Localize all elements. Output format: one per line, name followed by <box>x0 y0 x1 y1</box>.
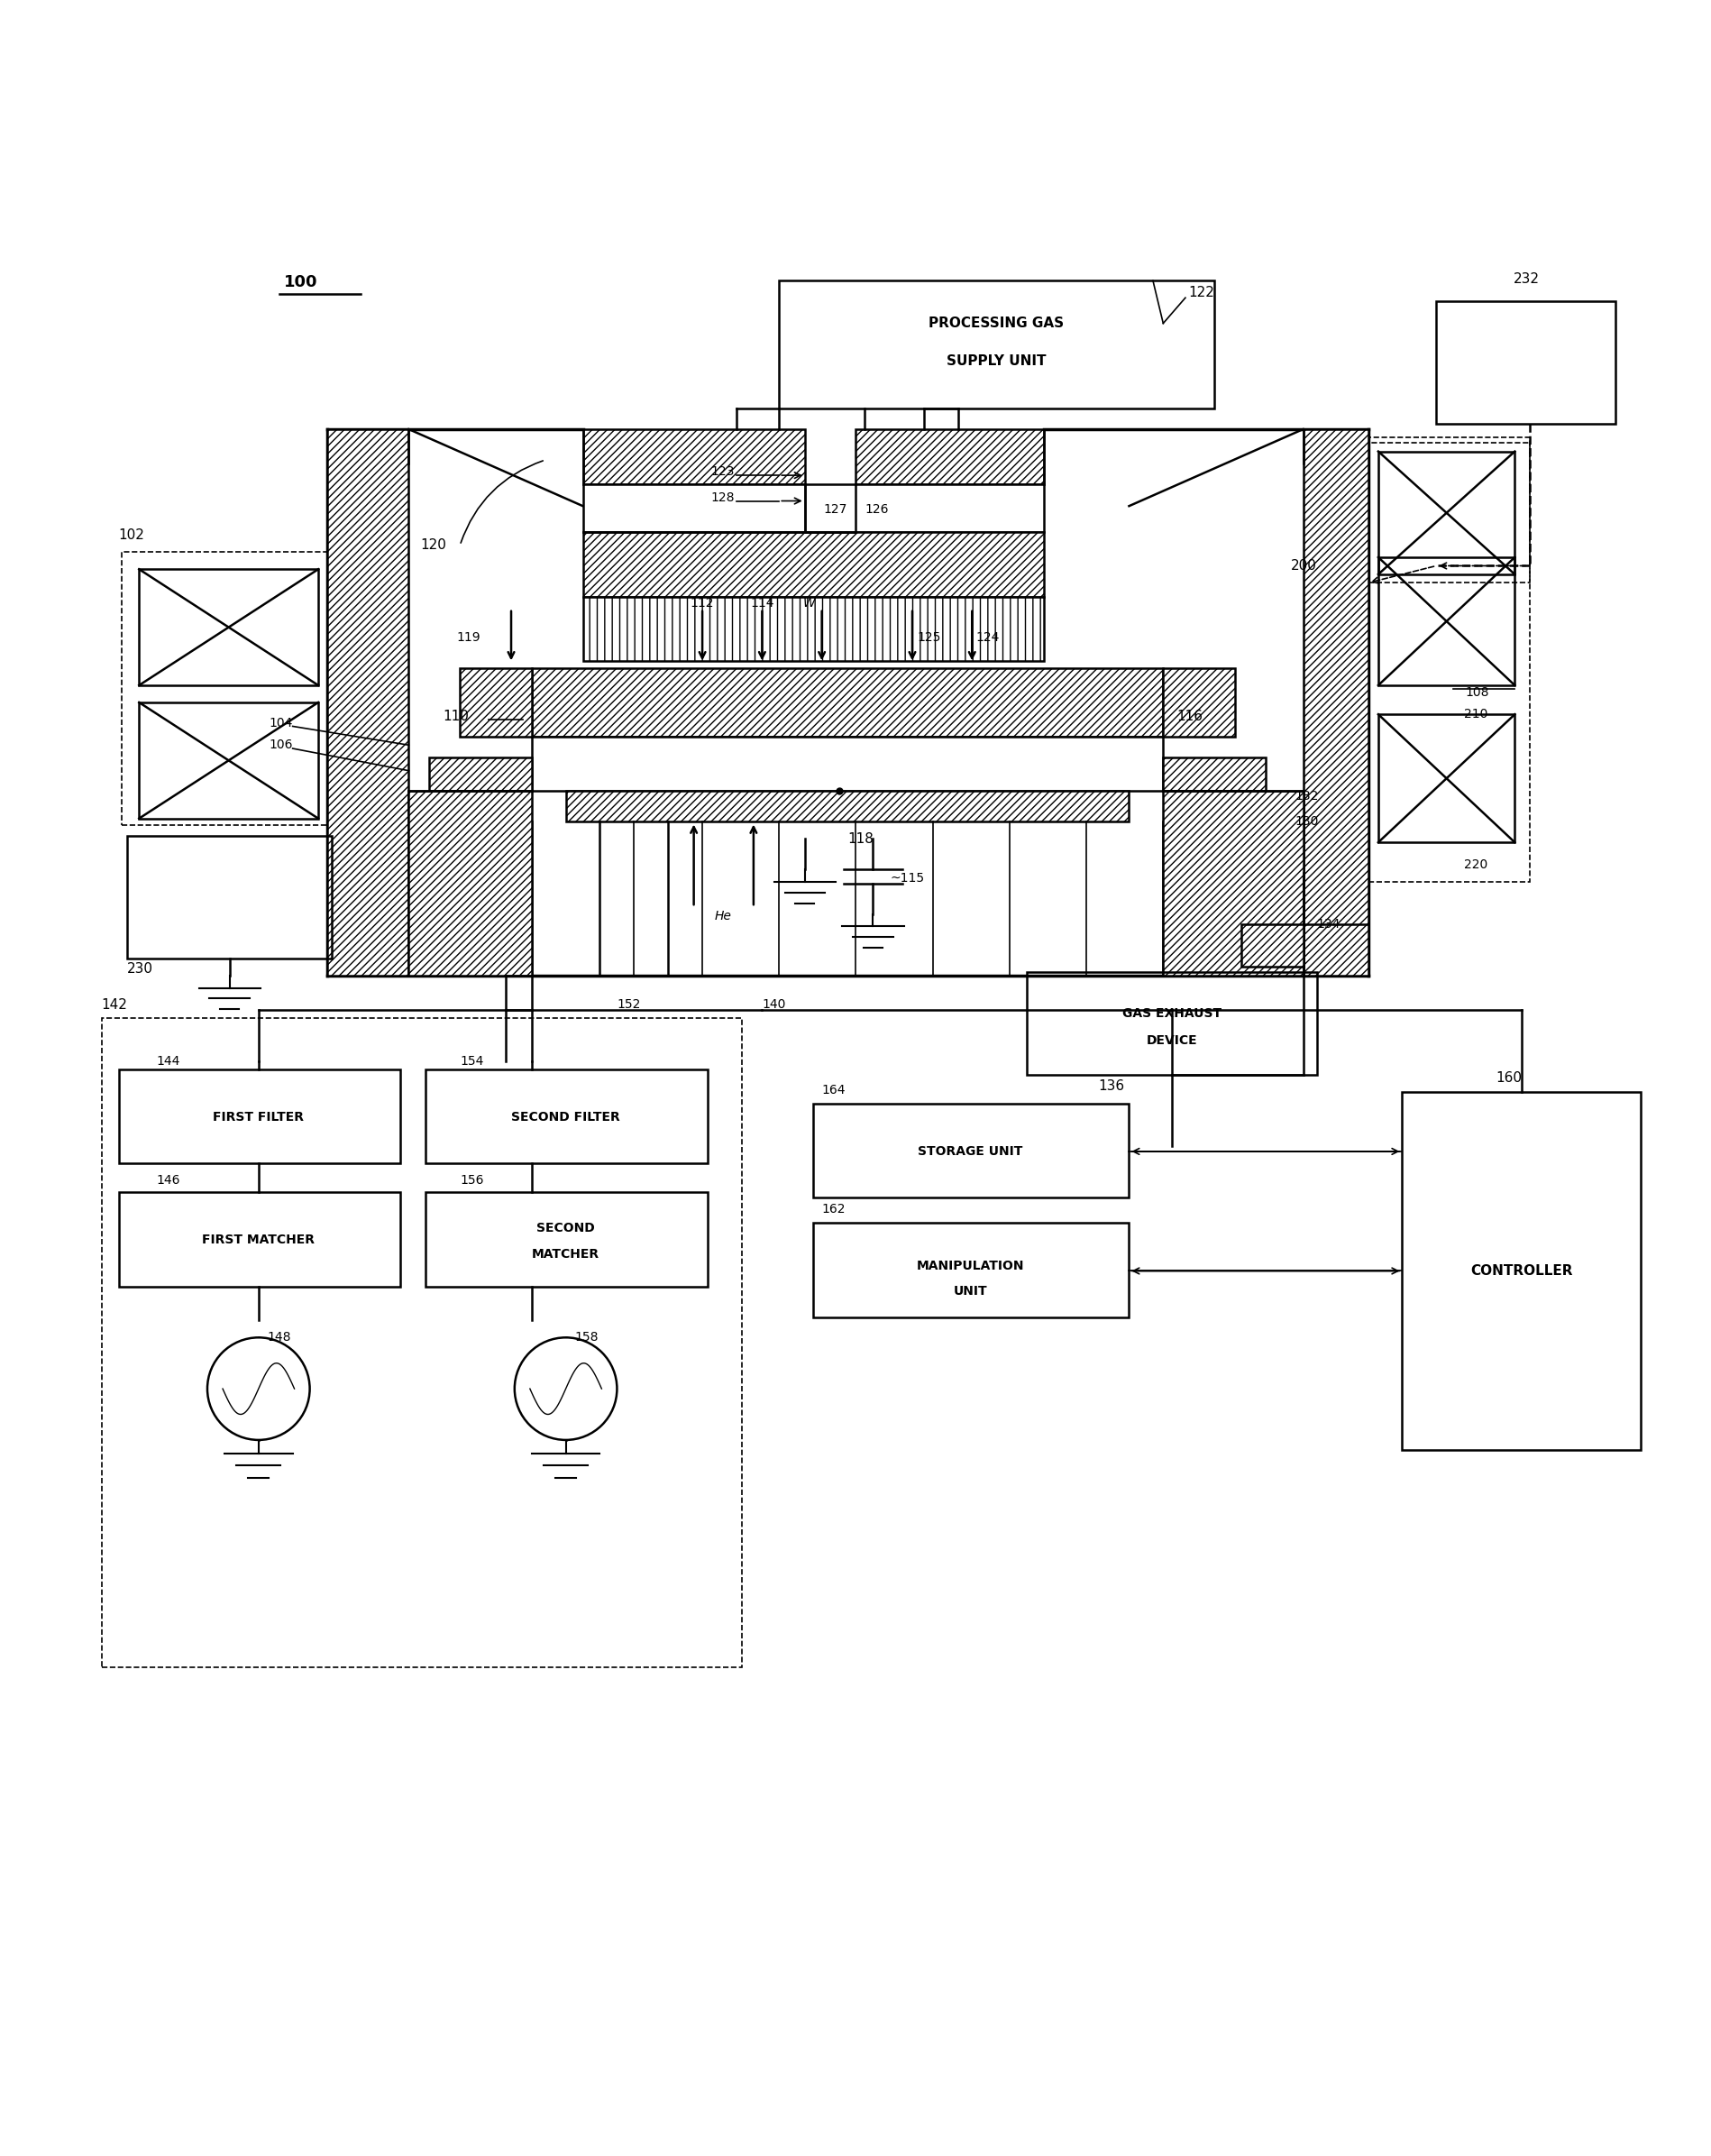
Text: 230: 230 <box>127 962 154 975</box>
Text: 132: 132 <box>1294 789 1317 802</box>
Text: 127: 127 <box>823 502 847 515</box>
Text: ~115: ~115 <box>890 871 924 884</box>
Text: He: He <box>713 910 731 923</box>
Bar <box>1436 302 1615 425</box>
Bar <box>1162 791 1302 975</box>
Bar <box>1367 442 1530 582</box>
Bar <box>139 703 318 819</box>
Text: GAS EXHAUST: GAS EXHAUST <box>1121 1007 1220 1020</box>
Circle shape <box>515 1337 616 1440</box>
Text: 110: 110 <box>443 709 469 722</box>
Text: FIRST MATCHER: FIRST MATCHER <box>202 1233 315 1246</box>
Text: 123: 123 <box>710 466 734 479</box>
Bar <box>118 1069 400 1164</box>
Bar <box>582 533 1044 597</box>
Text: 220: 220 <box>1463 858 1487 871</box>
Bar <box>460 668 532 737</box>
Text: FIRST FILTER: FIRST FILTER <box>212 1110 305 1123</box>
Text: 125: 125 <box>917 632 941 645</box>
Text: DEVICE: DEVICE <box>1146 1035 1196 1048</box>
Circle shape <box>207 1337 310 1440</box>
Text: 148: 148 <box>267 1330 291 1343</box>
Bar <box>532 668 1162 737</box>
Text: 114: 114 <box>749 597 773 610</box>
Text: 118: 118 <box>847 832 873 845</box>
Bar <box>1377 556 1514 686</box>
Bar <box>856 483 1044 533</box>
Text: 232: 232 <box>1513 272 1538 287</box>
Text: SECOND: SECOND <box>536 1222 595 1235</box>
Text: 210: 210 <box>1463 707 1487 720</box>
Text: PROCESSING GAS: PROCESSING GAS <box>927 317 1063 330</box>
Bar <box>121 552 335 826</box>
Text: UNIT: UNIT <box>953 1285 987 1298</box>
Text: STORAGE UNIT: STORAGE UNIT <box>917 1145 1021 1158</box>
Bar <box>856 429 1044 483</box>
Bar <box>127 837 332 959</box>
Text: 162: 162 <box>821 1203 845 1216</box>
Bar <box>532 737 1162 791</box>
Bar <box>1302 429 1367 975</box>
Text: SUPPLY UNIT: SUPPLY UNIT <box>946 354 1045 369</box>
Bar <box>139 569 318 686</box>
Bar <box>582 429 804 483</box>
Text: SECOND FILTER: SECOND FILTER <box>512 1110 619 1123</box>
Bar <box>426 1069 707 1164</box>
Text: CONTROLLER: CONTROLLER <box>1470 1263 1572 1279</box>
Text: 160: 160 <box>1495 1072 1521 1084</box>
Bar <box>582 597 1044 662</box>
Text: 146: 146 <box>156 1175 180 1186</box>
Bar <box>327 429 409 975</box>
Text: 106: 106 <box>269 740 293 752</box>
Bar <box>1162 668 1234 737</box>
Text: 102: 102 <box>118 528 144 541</box>
Bar <box>1027 972 1316 1074</box>
Text: 142: 142 <box>101 998 127 1011</box>
Bar <box>582 483 804 533</box>
Text: 144: 144 <box>156 1054 180 1067</box>
Bar <box>1401 1091 1641 1451</box>
Bar <box>1367 438 1530 882</box>
Text: 156: 156 <box>460 1175 484 1186</box>
Text: 120: 120 <box>421 539 447 552</box>
Bar <box>118 1192 400 1287</box>
Bar <box>1377 451 1514 573</box>
Text: 112: 112 <box>690 597 713 610</box>
Text: 104: 104 <box>269 716 293 729</box>
Bar <box>565 791 1129 821</box>
Bar <box>1240 925 1302 968</box>
Text: 140: 140 <box>761 998 785 1011</box>
Text: 100: 100 <box>284 274 318 291</box>
Text: 154: 154 <box>460 1054 484 1067</box>
Bar <box>429 757 532 791</box>
Bar <box>779 280 1213 410</box>
Text: 136: 136 <box>1098 1080 1124 1093</box>
Text: MATCHER: MATCHER <box>532 1248 599 1259</box>
Bar <box>1162 757 1264 791</box>
Text: 152: 152 <box>616 998 640 1011</box>
Bar <box>1377 714 1514 843</box>
Bar <box>409 791 532 975</box>
Bar <box>101 1018 741 1667</box>
Text: 158: 158 <box>573 1330 597 1343</box>
Bar <box>813 1222 1129 1317</box>
Text: MANIPULATION: MANIPULATION <box>915 1259 1023 1272</box>
Text: 116: 116 <box>1175 709 1203 722</box>
Text: 128: 128 <box>710 492 734 505</box>
Text: W: W <box>802 597 814 610</box>
Text: 134: 134 <box>1316 918 1340 931</box>
Text: 200: 200 <box>1290 558 1316 573</box>
Text: 119: 119 <box>457 632 481 645</box>
Text: 122: 122 <box>1187 287 1215 300</box>
Text: 124: 124 <box>975 632 999 645</box>
Bar <box>426 1192 707 1287</box>
Text: 130: 130 <box>1294 815 1317 828</box>
Text: 126: 126 <box>864 502 888 515</box>
Bar <box>813 1104 1129 1197</box>
Text: 164: 164 <box>821 1084 845 1095</box>
Text: 108: 108 <box>1465 686 1489 699</box>
